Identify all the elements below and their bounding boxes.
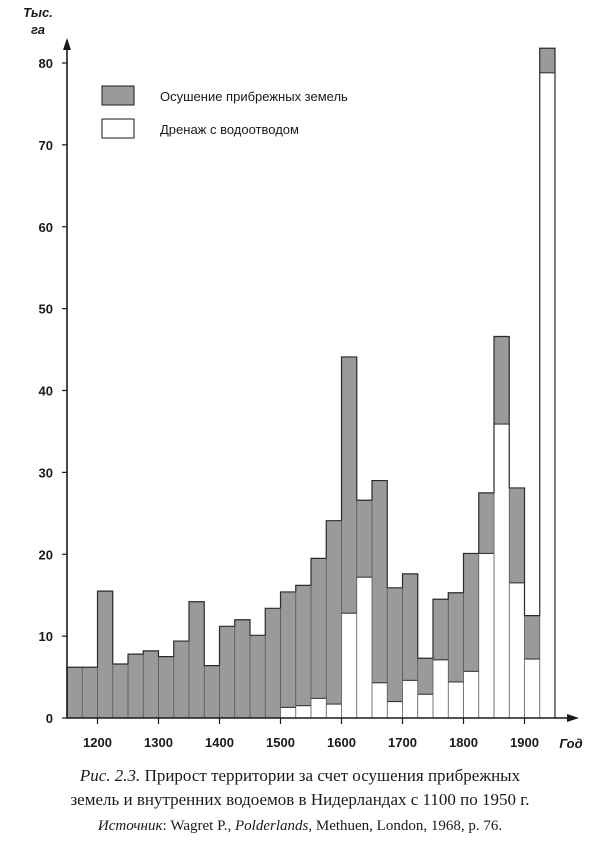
bar-coastal-1650: [372, 480, 388, 683]
bar-drainage-1650: [372, 682, 388, 718]
bar-drainage-1825: [478, 553, 494, 718]
bar-drainage-1850: [494, 424, 510, 718]
bar-coastal-1150: [67, 667, 83, 718]
y-axis-unit-label-second-line: га: [31, 22, 45, 37]
axes-group: [63, 38, 579, 722]
bar-drainage-1575: [326, 704, 342, 718]
x-tick-label-1600: 1600: [327, 735, 356, 750]
y-tick-label-30: 30: [39, 465, 53, 480]
x-tick-label-1400: 1400: [205, 735, 234, 750]
x-tick-label-1800: 1800: [449, 735, 478, 750]
figure-caption-text: Прирост территории за счет осушения приб…: [140, 766, 521, 785]
bar-drainage-1750: [433, 659, 449, 718]
bar-drainage-1875: [509, 582, 525, 718]
legend-swatch-drainage: [101, 118, 135, 139]
source-text-1: : Wagret P.,: [162, 818, 236, 834]
bar-drainage-1600: [341, 613, 357, 718]
bar-coastal-1200: [97, 591, 113, 718]
x-axis-arrow-icon: [567, 714, 579, 722]
figure-caption-line-1: Рис. 2.3. Прирост территории за счет осу…: [0, 766, 600, 786]
y-axis-arrow-icon: [63, 38, 71, 50]
bar-coastal-1625: [356, 500, 372, 578]
y-tick-label-10: 10: [39, 629, 53, 644]
figure-source: Источник: Wagret P., Polderlands, Methue…: [0, 818, 600, 835]
legend-swatch-coastal: [101, 85, 135, 106]
bar-coastal-1825: [478, 492, 494, 554]
bars-group: [66, 47, 556, 718]
figure-caption-line-2: земель и внутренних водоемов в Нидерланд…: [70, 790, 530, 809]
y-tick-label-60: 60: [39, 220, 53, 235]
histogram-outline: [66, 47, 556, 718]
bar-coastal-1600: [341, 356, 357, 614]
bar-coastal-1775: [448, 592, 464, 682]
bar-coastal-1800: [463, 553, 479, 672]
bar-drainage-1900: [524, 659, 540, 718]
source-title: Polderlands: [235, 818, 309, 834]
bar-coastal-1375: [204, 665, 220, 718]
bar-drainage-1800: [463, 671, 479, 718]
bar-drainage-1675: [387, 701, 403, 718]
bar-coastal-1325: [173, 641, 189, 718]
y-tick-label-40: 40: [39, 384, 53, 399]
bar-coastal-1525: [295, 585, 311, 706]
bar-coastal-1450: [250, 635, 266, 718]
bar-drainage-1525: [295, 705, 311, 718]
bar-drainage-1700: [402, 680, 418, 718]
y-axis-unit-label: Тыс.: [23, 5, 53, 20]
y-tick-label-80: 80: [39, 56, 53, 71]
bar-coastal-1550: [311, 558, 327, 699]
bar-drainage-1500: [280, 707, 296, 718]
bar-coastal-1250: [128, 654, 144, 718]
bar-coastal-1300: [158, 656, 174, 718]
legend-label-coastal: Осушение прибрежных земель: [160, 89, 348, 104]
x-tick-label-1700: 1700: [388, 735, 417, 750]
ticks-group: 0 10 20 30 40 50 60 70 80 1200 1300 1400 1500 1600 170…: [39, 56, 539, 750]
bar-drainage-1550: [311, 698, 327, 718]
bar-coastal-1175: [82, 667, 98, 718]
bar-coastal-1675: [387, 587, 403, 702]
bar-coastal-1900: [524, 615, 540, 660]
bar-coastal-1700: [402, 573, 418, 681]
x-tick-label-1500: 1500: [266, 735, 295, 750]
bar-coastal-1850: [494, 336, 510, 425]
bar-coastal-1575: [326, 520, 342, 705]
y-tick-label-0: 0: [46, 711, 53, 726]
bar-coastal-1500: [280, 591, 296, 708]
figure-label: Рис. 2.3.: [79, 766, 141, 785]
y-tick-label-70: 70: [39, 138, 53, 153]
y-tick-label-50: 50: [39, 302, 53, 317]
x-axis-unit-label: Год: [559, 736, 582, 751]
bar-coastal-1350: [189, 601, 205, 718]
bar-coastal-1475: [265, 608, 281, 718]
bar-coastal-1925: [539, 48, 555, 73]
bar-coastal-1225: [112, 663, 128, 718]
bar-coastal-1400: [219, 626, 235, 718]
x-tick-label-1900: 1900: [510, 735, 539, 750]
bar-coastal-1725: [417, 658, 433, 695]
source-text-2: , Methuen, London, 1968, p. 76.: [308, 818, 503, 834]
bar-drainage-1775: [448, 681, 464, 718]
bar-drainage-1625: [356, 577, 372, 718]
legend: Осушение прибрежных земель Дренаж с водо…: [101, 85, 348, 139]
bar-coastal-1875: [509, 487, 525, 583]
source-label: Источник: [97, 818, 163, 834]
bar-coastal-1750: [433, 599, 449, 660]
bar-drainage-1925: [539, 72, 555, 718]
histogram-chart: 0 10 20 30 40 50 60 70 80 1200 1300 1400 1500 1600 170…: [23, 5, 583, 751]
bar-drainage-1725: [417, 694, 433, 718]
legend-label-drainage: Дренаж с водоотводом: [160, 122, 299, 137]
bar-coastal-1275: [143, 650, 159, 718]
x-tick-label-1300: 1300: [144, 735, 173, 750]
bar-coastal-1425: [234, 619, 250, 718]
y-tick-label-20: 20: [39, 547, 53, 562]
x-tick-label-1200: 1200: [83, 735, 112, 750]
